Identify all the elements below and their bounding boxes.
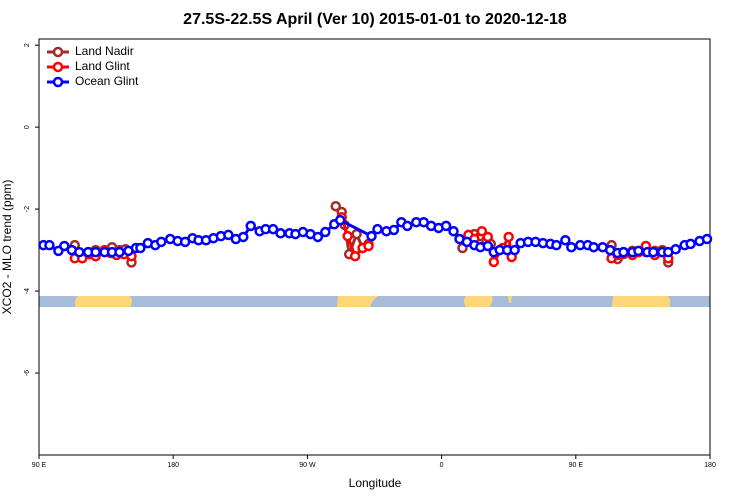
x-tick-label: 90 W xyxy=(299,462,316,469)
land-strip xyxy=(508,296,512,303)
data-point xyxy=(618,246,629,258)
data-point xyxy=(685,238,696,250)
land-strip xyxy=(74,296,132,307)
legend-label: Ocean Glint xyxy=(75,74,139,88)
data-point xyxy=(482,231,494,243)
data-point xyxy=(245,220,256,232)
data-point xyxy=(312,231,324,243)
data-point xyxy=(59,240,70,252)
map-strip xyxy=(39,296,710,307)
data-point xyxy=(275,228,286,239)
legend-label: Land Nadir xyxy=(75,44,134,58)
data-point xyxy=(551,239,562,251)
data-point xyxy=(135,242,146,254)
data-point xyxy=(509,244,520,256)
legend-label: Land Glint xyxy=(75,59,130,73)
legend-marker xyxy=(52,46,64,58)
data-point xyxy=(44,239,55,251)
y-tick-label: 0 xyxy=(24,125,31,129)
data-point xyxy=(670,244,681,255)
data-point xyxy=(223,229,234,241)
data-point xyxy=(372,223,383,235)
x-tick-label: 90 E xyxy=(32,462,47,469)
data-point xyxy=(648,246,659,258)
data-point xyxy=(349,250,361,262)
x-tick-label: 0 xyxy=(440,462,444,469)
chart-title: 27.5S-22.5S April (Ver 10) 2015-01-01 to… xyxy=(183,11,567,28)
land-strip xyxy=(337,296,378,307)
data-point xyxy=(402,220,413,232)
data-point xyxy=(701,233,713,245)
y-tick-label: 2 xyxy=(24,43,31,47)
data-point xyxy=(448,225,459,237)
data-point xyxy=(366,230,377,242)
ocean-strip xyxy=(39,296,710,307)
data-point xyxy=(476,225,488,237)
legend-marker xyxy=(52,76,64,88)
data-point xyxy=(330,200,341,212)
data-point xyxy=(90,246,101,258)
data-point xyxy=(156,236,167,248)
data-point xyxy=(114,246,125,258)
data-point xyxy=(488,256,500,268)
y-tick-label: -4 xyxy=(24,288,31,294)
data-point xyxy=(74,246,85,258)
y-axis-label: XCO2 - MLO trend (ppm) xyxy=(0,180,14,315)
legend-marker xyxy=(52,61,64,73)
data-point xyxy=(503,231,514,243)
data-point xyxy=(238,231,249,243)
x-tick-label: 180 xyxy=(704,462,716,469)
x-axis-label: Longitude xyxy=(349,476,402,490)
data-point xyxy=(440,220,452,232)
data-point xyxy=(267,223,279,235)
data-point xyxy=(388,224,400,236)
data-point xyxy=(363,240,374,252)
data-point xyxy=(633,245,644,257)
data-point xyxy=(566,241,577,253)
data-point xyxy=(334,214,346,226)
y-tick-label: -6 xyxy=(24,370,31,376)
y-tick-label: -2 xyxy=(24,206,31,212)
data-point xyxy=(560,234,571,246)
data-point xyxy=(342,230,353,242)
series xyxy=(38,214,713,259)
x-tick-label: 180 xyxy=(167,462,179,469)
data-point xyxy=(320,226,331,238)
land-strip xyxy=(464,296,493,307)
data-point xyxy=(588,241,599,253)
data-point xyxy=(482,240,494,252)
x-tick-label: 90 E xyxy=(569,462,584,469)
land-strip xyxy=(612,296,671,307)
